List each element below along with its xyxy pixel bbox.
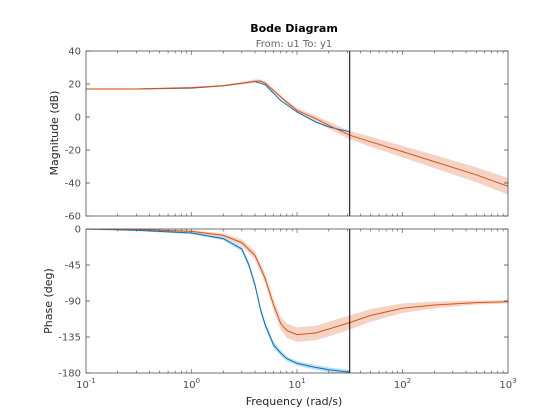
phase-y-tick-label: 0 xyxy=(75,225,81,236)
magnitude-y-tick-label: -60 xyxy=(65,212,81,223)
chart-title: Bode Diagram xyxy=(250,22,338,35)
phase-y-tick-label: -180 xyxy=(58,369,81,380)
magnitude-y-axis-label: Magnitude (dB) xyxy=(48,91,61,176)
magnitude-model-line xyxy=(86,80,508,187)
magnitude-y-tick-label: 20 xyxy=(68,80,81,91)
phase-model-line xyxy=(86,229,508,336)
x-tick-label: 103 xyxy=(499,377,516,391)
phase-y-axis-label: Phase (deg) xyxy=(42,268,55,334)
phase-y-tick-label: -90 xyxy=(65,297,81,308)
phase-series-group xyxy=(86,229,508,373)
x-tick-label: 100 xyxy=(183,377,200,391)
magnitude-plot-area xyxy=(86,51,508,216)
phase-estimate-line xyxy=(86,229,350,373)
x-axis-label: Frequency (rad/s) xyxy=(246,395,343,408)
chart-subtitle: From: u1 To: y1 xyxy=(256,39,333,50)
x-tick-label: 10-1 xyxy=(76,377,96,391)
phase-plot-area xyxy=(86,229,508,373)
x-tick-label: 102 xyxy=(394,377,411,391)
phase-panel: 0 -45 -90 -135 -180 xyxy=(58,225,509,380)
magnitude-y-tick-label: -20 xyxy=(65,146,81,157)
phase-y-tick-label: -45 xyxy=(65,261,81,272)
magnitude-y-tick-label: 40 xyxy=(68,47,81,58)
magnitude-series-group xyxy=(86,79,508,195)
magnitude-y-tick-label: -40 xyxy=(65,179,81,190)
magnitude-panel: 40 20 0 -20 -40 -60 xyxy=(65,47,509,223)
phase-y-tick-label: -135 xyxy=(58,333,81,344)
x-tick-label: 101 xyxy=(288,377,305,391)
magnitude-y-tick-label: 0 xyxy=(75,113,81,124)
